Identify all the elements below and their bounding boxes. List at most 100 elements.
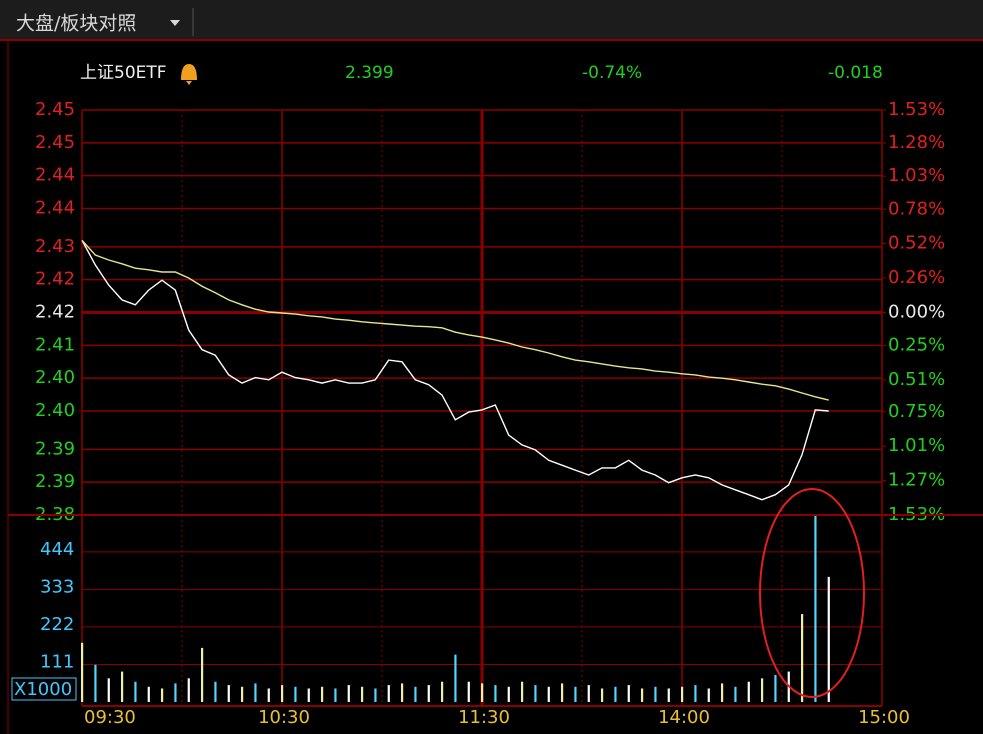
y-tick-label: 2.42 (35, 269, 75, 290)
y2-tick-label: 1.28% (888, 132, 945, 153)
volume-bar (361, 686, 364, 702)
volume-bar (414, 686, 417, 702)
volume-bar (281, 685, 284, 702)
volume-tick-label: 111 (40, 651, 74, 672)
plot (81, 239, 830, 702)
volume-bar (481, 683, 484, 702)
volume-bar (307, 688, 310, 702)
volume-bar (441, 681, 444, 702)
x-tick-label: 15:00 (858, 707, 910, 728)
volume-bar (827, 576, 830, 702)
volume-bar (347, 685, 350, 702)
y2-tick-label: 0.25% (888, 335, 945, 356)
volume-bar (507, 686, 510, 702)
volume-bar (214, 681, 217, 702)
y2-tick-label: 0.78% (888, 198, 945, 219)
y2-tick-label: 0.26% (888, 267, 945, 288)
volume-bar (427, 685, 430, 702)
volume-bar (534, 685, 537, 702)
volume-tick-label: 222 (40, 614, 74, 635)
unit-box (11, 677, 77, 701)
x-tick-label: 10:30 (258, 707, 310, 728)
volume-bar (601, 688, 604, 702)
volume-bar (387, 685, 390, 702)
volume-bar (747, 681, 750, 702)
volume-bar (174, 683, 177, 702)
volume-bar (107, 678, 110, 702)
volume-bar (494, 685, 497, 702)
x-tick-label: 14:00 (658, 707, 710, 728)
volume-bar (227, 685, 230, 702)
volume-bar (374, 688, 377, 702)
volume-bar (161, 688, 164, 702)
volume-bar (121, 671, 124, 702)
price-line (81, 239, 829, 501)
y2-tick-label: 1.01% (888, 435, 945, 456)
volume-bar (547, 686, 550, 702)
y-tick-label: 2.43 (35, 236, 75, 257)
volume-bar (467, 681, 470, 702)
volume-bar (774, 674, 777, 702)
volume-bar (667, 688, 670, 702)
symbol-name: 上证50ETF (80, 63, 167, 83)
volume-bar (707, 688, 710, 702)
highlight-ellipse (759, 488, 865, 698)
volume-bar (267, 688, 270, 702)
last-price: 2.399 (345, 63, 394, 83)
volume-bar (627, 685, 630, 702)
volume-bar (654, 686, 657, 702)
volume-bar (321, 686, 324, 702)
y-tick-label: 2.44 (35, 198, 75, 219)
volume-bar (401, 683, 404, 702)
volume-bar (241, 686, 244, 702)
y-tick-label: 2.45 (35, 99, 75, 120)
volume-bar (614, 686, 617, 702)
y2-tick-label: 1.27% (888, 470, 945, 491)
tab-title[interactable]: 大盘/板块对照 (16, 13, 136, 35)
y2-tick-label: 0.75% (888, 401, 945, 422)
volume-tick-label: 444 (40, 539, 74, 560)
volume-bar (294, 686, 297, 702)
y-tick-label: 2.40 (35, 400, 75, 421)
volume-bar (561, 683, 564, 702)
volume-bar (134, 681, 137, 702)
volume-bar (521, 681, 524, 702)
y2-tick-label: 0.52% (888, 233, 945, 254)
dropdown-arrow[interactable] (170, 20, 180, 26)
volume-bar (574, 686, 577, 702)
volume-bar (641, 688, 644, 702)
y-tick-label: 2.44 (35, 165, 75, 186)
y2-tick-label: 0.51% (888, 369, 945, 390)
volume-bar (681, 686, 684, 702)
volume-bar (81, 642, 84, 702)
volume-bar (587, 685, 590, 702)
y-tick-label: 2.45 (35, 132, 75, 153)
grid: 2.45 2.45 2.44 2.44 2.43 2.42 2.42 2.41 2.40 2.40… (8, 99, 983, 728)
tab-bar (0, 0, 983, 40)
volume-bar (454, 654, 457, 702)
volume-bar (187, 678, 190, 702)
volume-bar (94, 664, 97, 702)
volume-bar (147, 686, 150, 702)
average-line (81, 239, 829, 401)
y-tick-label: 2.40 (35, 367, 75, 388)
volume-unit: X1000 (14, 679, 72, 700)
volume-bar (761, 678, 764, 702)
volume-bar (801, 614, 804, 702)
y2-tick-label: 1.53% (888, 99, 945, 120)
volume-bar (254, 683, 257, 702)
volume-bar (694, 685, 697, 702)
y-tick-label: 2.39 (35, 438, 75, 459)
volume-bar (814, 516, 817, 702)
y2-tick-label: 1.03% (888, 165, 945, 186)
alert-bell[interactable] (181, 64, 197, 85)
x-tick-label: 09:30 (84, 707, 136, 728)
y-tick-label: 2.41 (35, 334, 75, 355)
volume-bar (734, 686, 737, 702)
volume-bar (201, 647, 204, 702)
y-tick-label: 2.42 (35, 302, 75, 323)
volume-bar (721, 683, 724, 702)
